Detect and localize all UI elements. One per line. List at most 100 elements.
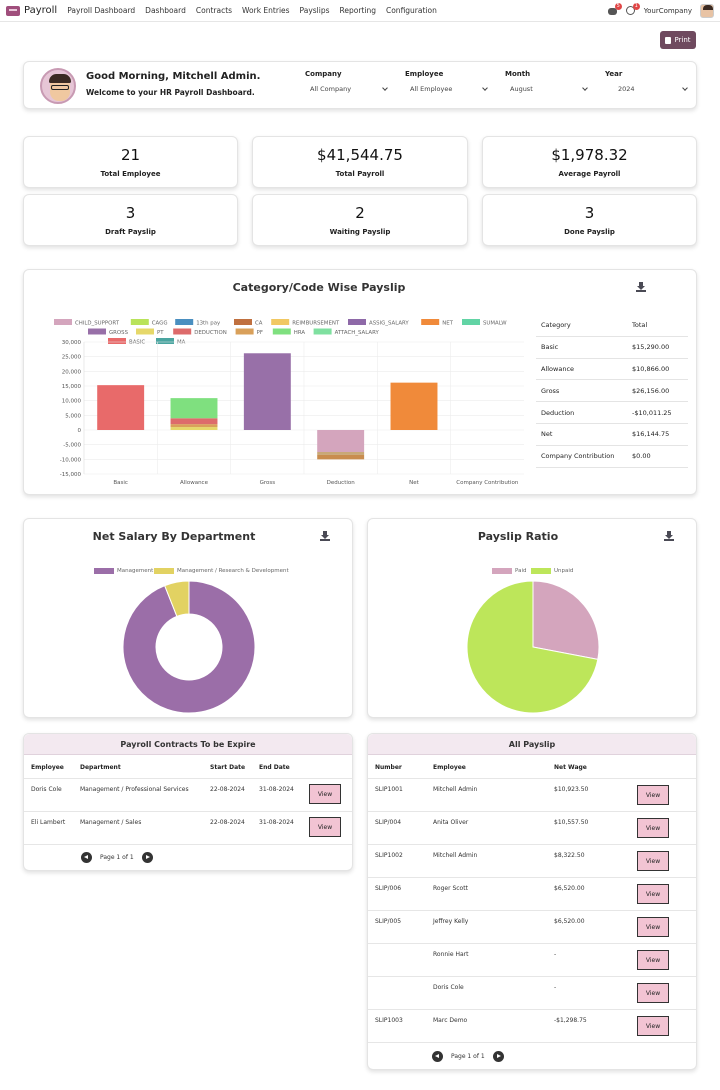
payslip-employee: Marc Demo (433, 1017, 468, 1024)
payslip-number: SLIP1001 (375, 786, 403, 793)
y-tick-label: 10,000 (62, 399, 82, 405)
y-tick-label: 0 (78, 428, 82, 434)
payslip-number: SLIP/005 (375, 918, 402, 925)
payslips-pagination: Page 1 of 1 (432, 1051, 504, 1062)
view-payslip-button[interactable]: View (637, 950, 669, 970)
download-icon[interactable] (320, 531, 330, 541)
y-tick-label: 25,000 (62, 355, 82, 361)
next-page-icon[interactable] (492, 1051, 504, 1062)
view-payslip-button[interactable]: View (637, 884, 669, 904)
month-select[interactable]: August (505, 85, 588, 93)
legend-swatch (313, 328, 332, 335)
nav-dashboard[interactable]: Dashboard (145, 6, 186, 15)
view-payslip-button[interactable]: View (637, 818, 669, 838)
legend-swatch (462, 319, 480, 325)
nav-payroll-dashboard[interactable]: Payroll Dashboard (67, 6, 136, 15)
employee-select[interactable]: All Employee (405, 85, 488, 93)
legend-entry: REIMBURSEMENT (271, 319, 340, 327)
y-tick-label: -10,000 (60, 457, 82, 463)
payslip-net-wage: $6,520.00 (554, 918, 585, 925)
messages-icon[interactable]: 5 (607, 2, 622, 16)
legend-entry-unpaid[interactable]: Unpaid (531, 568, 573, 574)
previous-page-icon[interactable] (81, 852, 92, 863)
view-payslip-button[interactable]: View (637, 983, 669, 1003)
legend-entry-management[interactable]: Management (94, 568, 153, 574)
category-name: Allowance (541, 364, 575, 373)
view-contract-button[interactable]: View (309, 784, 341, 804)
payslip-net-wage: -$1,298.75 (554, 1017, 587, 1024)
category-total: $0.00 (632, 452, 651, 461)
activity-clock-icon[interactable]: 1 (625, 2, 640, 16)
app-name[interactable]: Payroll (24, 5, 58, 16)
year-select[interactable]: 2024 (605, 85, 688, 93)
nav-reporting[interactable]: Reporting (339, 6, 376, 15)
legend-label: HRA (294, 330, 306, 336)
pie-slice (532, 580, 600, 660)
payslip-net-wage: $10,557.50 (554, 819, 589, 826)
legend-label: ATTACH_SALARY (335, 330, 380, 336)
category-name: Net (541, 430, 553, 439)
y-tick-label: -15,000 (60, 472, 82, 478)
stat-waiting-payslip[interactable]: 2 Waiting Payslip (252, 194, 468, 246)
table-row: Net $16,144.75 (536, 424, 688, 446)
payslip-employee: Roger Scott (433, 885, 468, 892)
view-payslip-button[interactable]: View (637, 917, 669, 937)
pie-slice (122, 580, 256, 714)
download-icon[interactable] (636, 282, 646, 292)
stat-value: 21 (120, 146, 141, 164)
table-header-row: Category Total (536, 315, 688, 337)
payroll-app-icon[interactable] (6, 5, 20, 16)
view-payslip-button[interactable]: View (637, 1016, 669, 1036)
payslip-net-wage: $6,520.00 (554, 885, 585, 892)
y-tick-label: 20,000 (62, 369, 82, 375)
view-payslip-button[interactable]: View (637, 785, 669, 805)
page-indicator: Page 1 of 1 (100, 854, 134, 861)
legend-swatch (173, 328, 192, 335)
next-page-icon[interactable] (141, 852, 153, 863)
stat-average-payroll[interactable]: $1,978.32 Average Payroll (482, 136, 697, 188)
stat-draft-payslip[interactable]: 3 Draft Payslip (23, 194, 238, 246)
chevron-down-icon (682, 85, 688, 91)
print-button[interactable]: Print (660, 31, 696, 49)
contract-employee: Eli Lambert (31, 819, 66, 826)
payslip-number: SLIP1002 (375, 852, 403, 859)
nav-contracts[interactable]: Contracts (195, 6, 233, 15)
stat-label: Done Payslip (564, 228, 615, 236)
nav-payslips[interactable]: Payslips (299, 6, 330, 15)
stat-label: Total Payroll (335, 170, 385, 178)
column-header: Employee (31, 764, 64, 771)
greeting-title: Good Morning, Mitchell Admin. (86, 71, 261, 82)
legend-entry-research[interactable]: Management / Research & Development (154, 568, 289, 574)
legend-swatch (235, 328, 254, 335)
payslip-employee: Ronnie Hart (433, 951, 469, 958)
greeting-card: Good Morning, Mitchell Admin. Welcome to… (23, 61, 697, 109)
legend-entry-paid[interactable]: Paid (492, 568, 526, 574)
nav-work-entries[interactable]: Work Entries (242, 6, 290, 15)
download-icon[interactable] (664, 531, 674, 541)
stat-value: 3 (584, 204, 595, 222)
legend-label: BASIC (129, 340, 145, 346)
stat-total-payroll[interactable]: $41,544.75 Total Payroll (252, 136, 468, 188)
legend-swatch (108, 338, 126, 344)
category-total: $10,866.00 (632, 364, 670, 373)
stat-done-payslip[interactable]: 3 Done Payslip (482, 194, 697, 246)
stat-total-employee[interactable]: 21 Total Employee (23, 136, 238, 188)
legend-label: CA (255, 321, 263, 327)
stat-value: 2 (355, 204, 365, 222)
view-payslip-button[interactable]: View (637, 851, 669, 871)
bar-segment (170, 418, 218, 425)
nav-configuration[interactable]: Configuration (385, 6, 437, 15)
employee-filter: Employee All Employee (405, 70, 488, 93)
top-navbar: Payroll Payroll Dashboard Dashboard Cont… (0, 0, 720, 22)
stat-label: Draft Payslip (105, 228, 156, 236)
user-avatar[interactable] (700, 3, 714, 18)
x-tick-label: Allowance (180, 480, 209, 486)
previous-page-icon[interactable] (432, 1051, 443, 1062)
payslip-ratio-card: Payslip Ratio Paid Unpaid (367, 518, 697, 718)
company-select[interactable]: All Company (305, 85, 388, 93)
view-contract-button[interactable]: View (309, 817, 341, 837)
legend-entry: GROSS (88, 328, 129, 336)
company-switcher[interactable]: YourCompany (643, 6, 692, 15)
legend-entry: ASSIG_SALARY (348, 319, 409, 327)
chevron-down-icon (482, 85, 488, 91)
